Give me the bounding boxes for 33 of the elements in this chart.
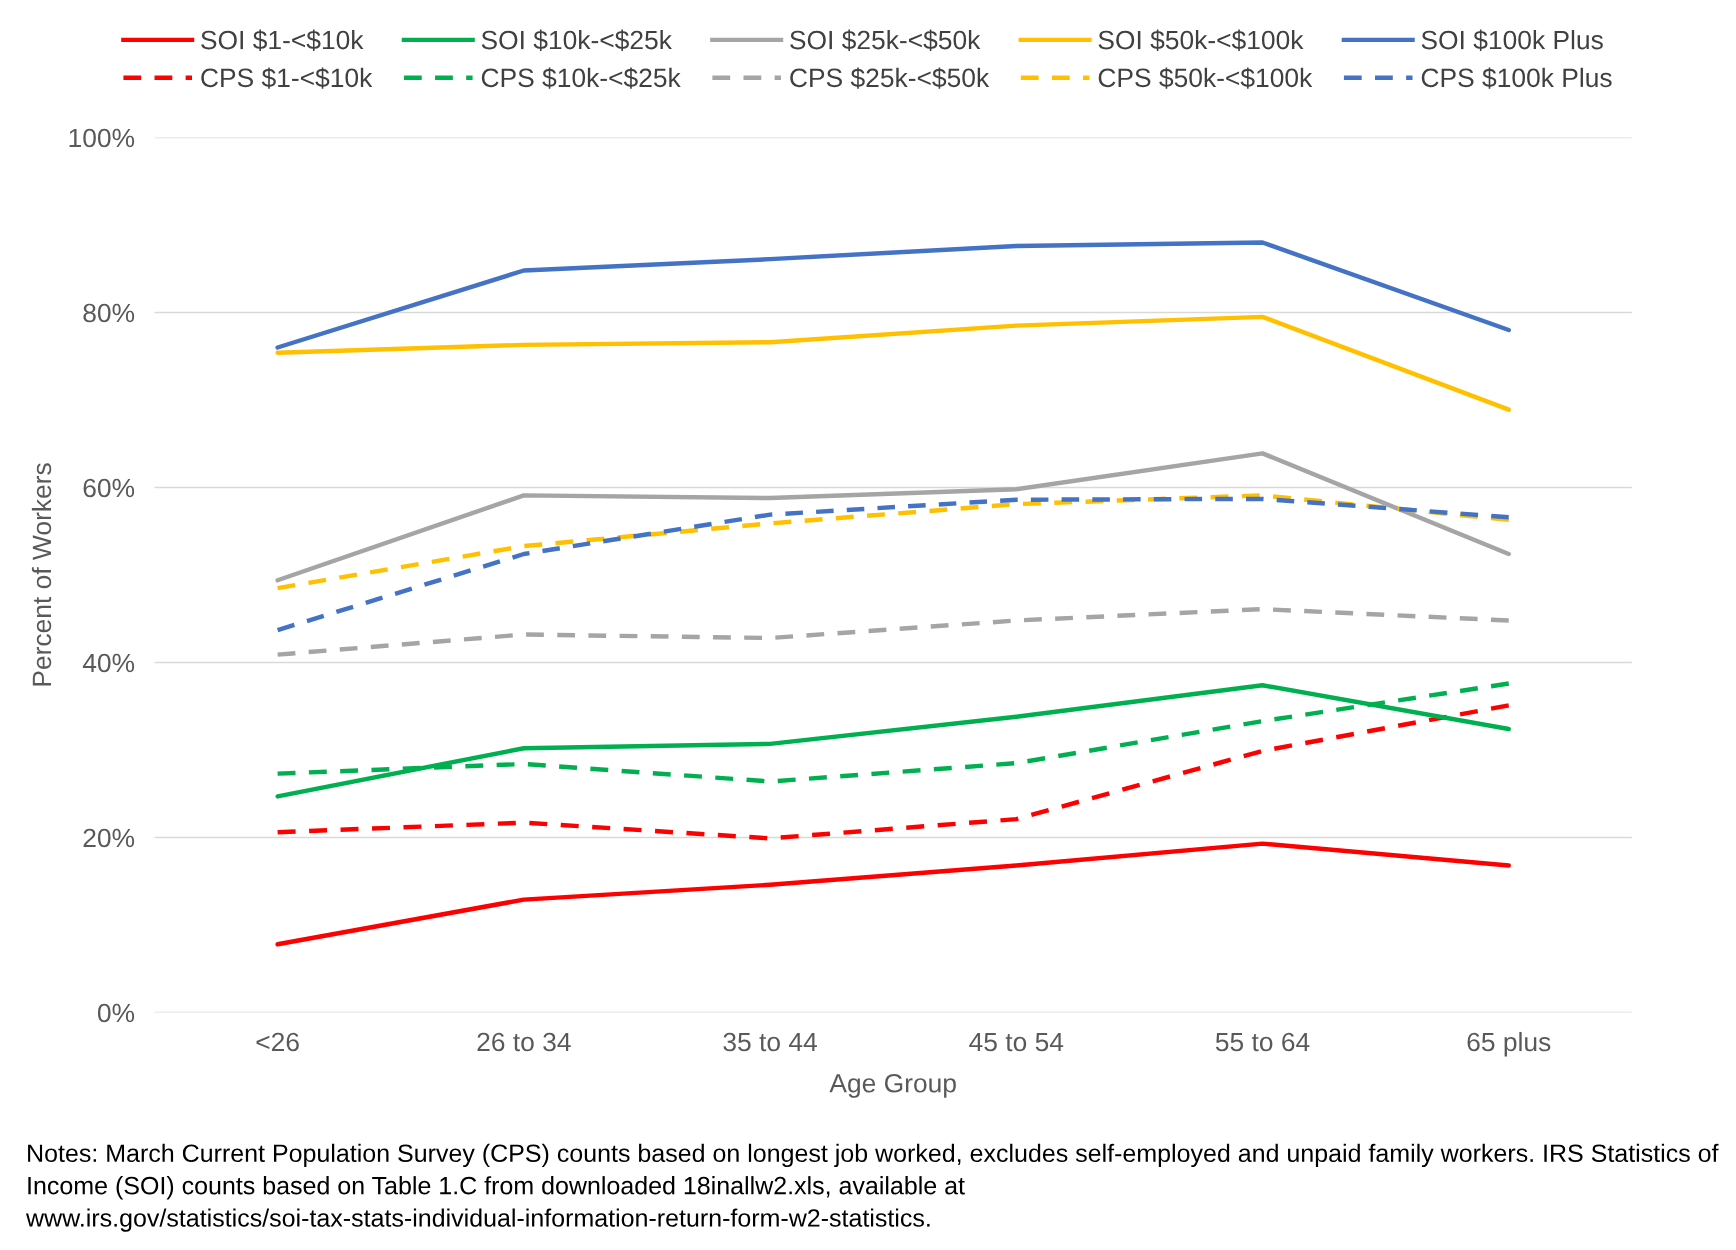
x-axis-title: Age Group — [829, 1073, 956, 1098]
line-series — [275, 496, 1511, 633]
y-tick-label: 40% — [82, 653, 135, 673]
legend-label: SOI $25k-<$50k — [790, 29, 981, 51]
x-tick-label: 65 plus — [1467, 1031, 1551, 1057]
legend-label: SOI $50k-<$100k — [1098, 29, 1304, 51]
line-series — [275, 493, 1511, 591]
y-tick-label: 80% — [83, 303, 135, 323]
x-tick-label: 26 to 34 — [477, 1032, 571, 1052]
x-tick-label: 55 to 64 — [1215, 1032, 1310, 1052]
legend-label: CPS $10k-<$25k — [481, 67, 681, 89]
y-tick-label: 60% — [83, 478, 135, 498]
line-series — [275, 314, 1511, 412]
line-series — [275, 240, 1511, 350]
x-tick-label: <26 — [256, 1032, 299, 1052]
legend-label: CPS $100k Plus — [1421, 67, 1612, 89]
line-series — [275, 451, 1511, 583]
legend-label: SOI $1-<$10k — [201, 29, 364, 51]
y-tick-label: 100% — [69, 128, 135, 148]
x-tick-label: 35 to 44 — [723, 1032, 817, 1052]
y-axis-title: Percent of Workers — [31, 463, 52, 686]
x-tick-label: 45 to 54 — [969, 1032, 1064, 1052]
legend-label: SOI $100k Plus — [1421, 29, 1603, 51]
y-tick-label: 0% — [97, 1003, 135, 1023]
line-series — [275, 841, 1511, 947]
legend-label: CPS $50k-<$100k — [1098, 67, 1313, 89]
text: Notes: March Current Population Survey (CPS) counts based on longest job worked, excludes self-employed and unpaid family workers. IRS Statistics of Income (SOI) counts based on Table 1.C from downloaded 18inallw2.xls, available at www.irs.gov/statistics/soi-tax-stats-individual-information-return-form-w2-statistics. — [26, 1143, 1719, 1232]
line-series — [275, 606, 1511, 657]
legend-label: CPS $1-<$10k — [201, 67, 373, 89]
y-tick-label: 20% — [83, 828, 135, 848]
legend-label: SOI $10k-<$25k — [481, 29, 672, 51]
legend-label: CPS $25k-<$50k — [790, 67, 990, 89]
line-series — [275, 703, 1511, 841]
